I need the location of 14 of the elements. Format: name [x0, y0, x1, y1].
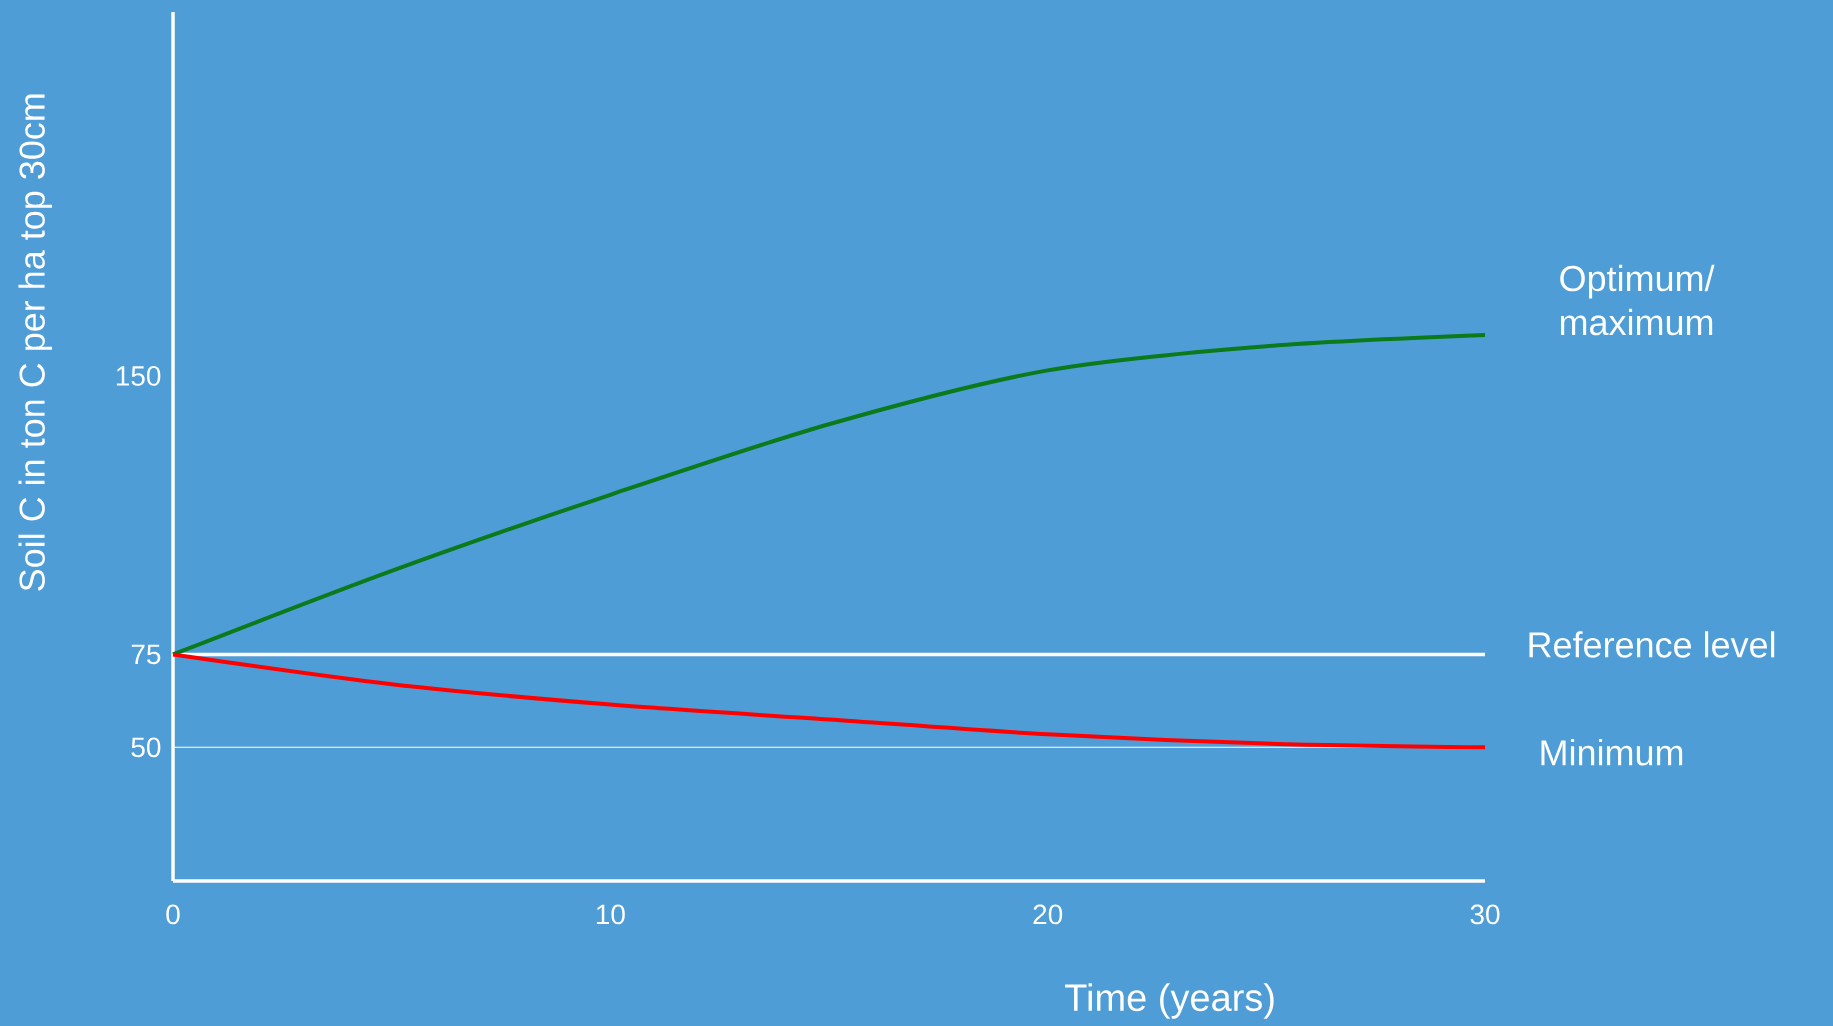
y-axis-title: Soil C in ton C per ha top 30cm	[18, 94, 53, 591]
x-tick-label: 10	[596, 904, 625, 925]
y-tick-label: 75	[131, 644, 161, 665]
line-series	[171, 333, 1488, 657]
x-axis-title: Time (years)	[1065, 983, 1274, 1019]
y-tick-label: 50	[131, 737, 161, 758]
y-tick-label: 150	[116, 366, 161, 386]
line-series	[171, 652, 1488, 750]
x-tick-label: 30	[1470, 904, 1500, 925]
text: Optimum/ maximum	[1560, 264, 1715, 336]
x-tick-label: 20	[1033, 904, 1063, 925]
x-tick-label: 0	[166, 904, 180, 925]
series-label: Minimum	[1541, 739, 1683, 766]
ref-line-label: Reference level	[1529, 631, 1775, 658]
